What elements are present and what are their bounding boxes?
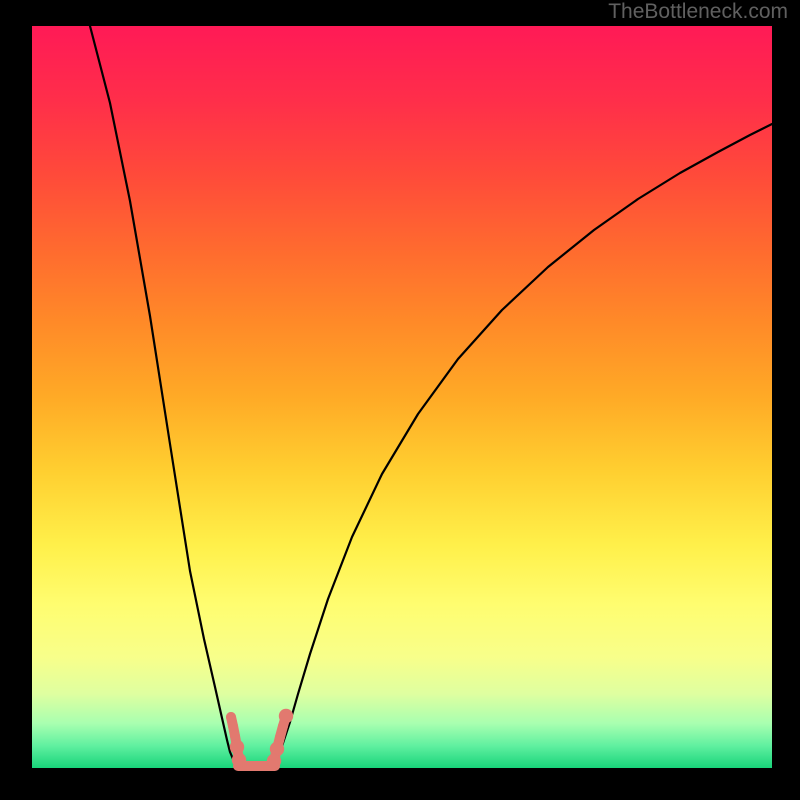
marker-dot [228, 721, 238, 731]
gradient-background [32, 26, 772, 768]
marker-dot [270, 742, 284, 756]
marker-dot [230, 731, 240, 741]
marker-dot [230, 740, 244, 754]
plot-area [32, 26, 772, 771]
marker-dot [275, 732, 285, 742]
marker-dot [226, 712, 236, 722]
marker-dot [278, 721, 288, 731]
chart-container: TheBottleneck.com [0, 0, 800, 800]
marker-dot [279, 709, 293, 723]
bottleneck-chart [0, 0, 800, 800]
marker-dot [267, 754, 281, 768]
watermark-text: TheBottleneck.com [608, 0, 788, 24]
marker-dot [232, 753, 246, 767]
